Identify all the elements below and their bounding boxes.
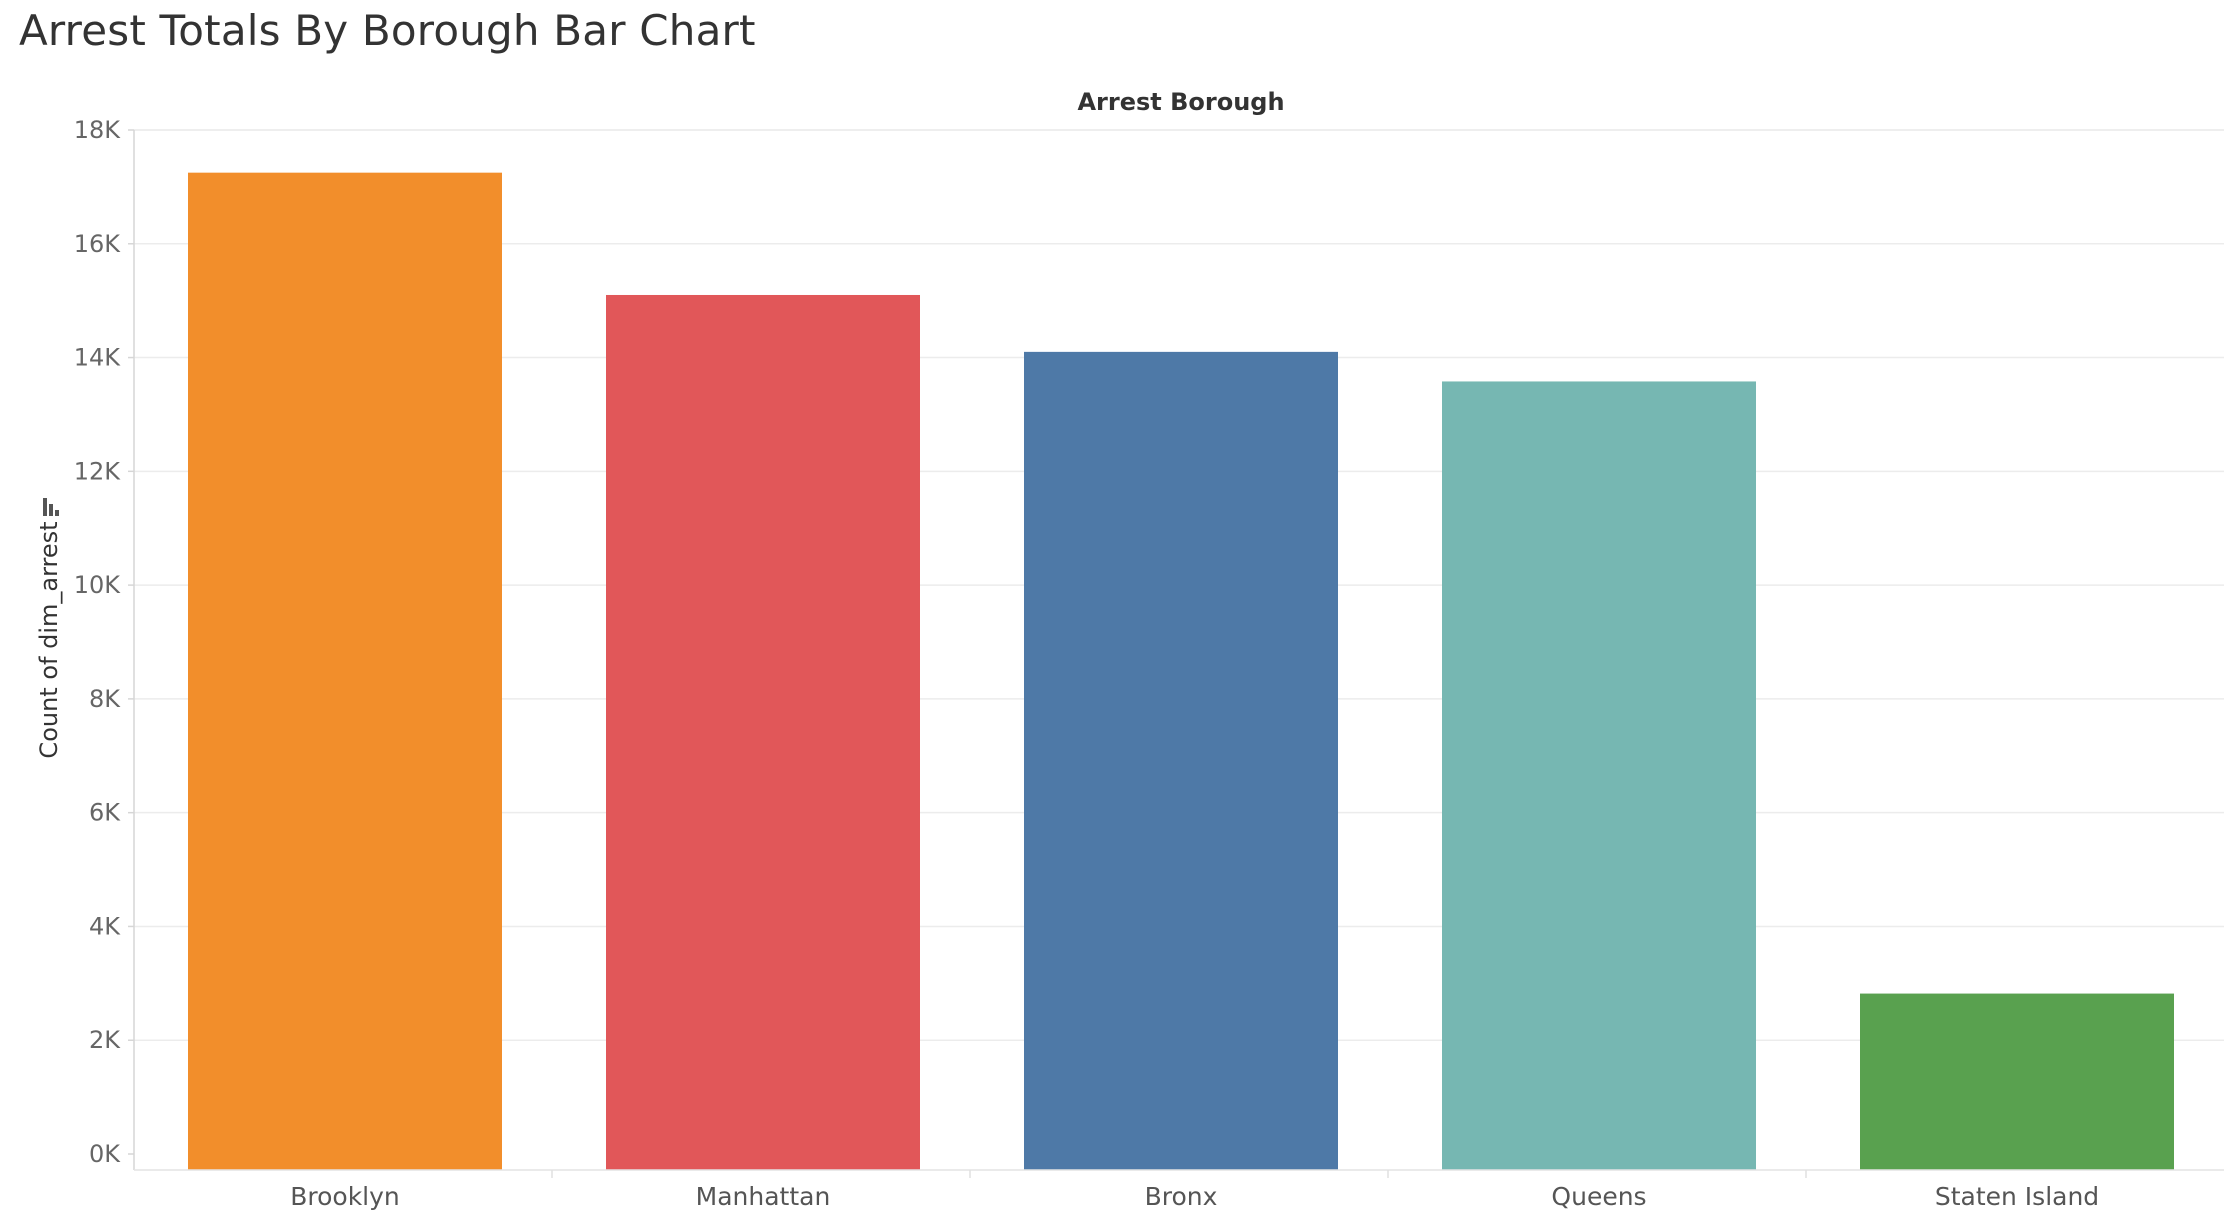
sort-icon-bar [43,498,47,516]
bar-brooklyn[interactable] [188,172,502,1170]
y-tick-label: 6K [89,799,121,827]
bar-bronx[interactable] [1024,351,1338,1170]
y-tick-label: 12K [74,457,122,485]
axes: 0K 2K 4K 6K 8K 10K 12K 14K 16K 18K Brooklyn Manhatt… [74,116,2224,1211]
page-title: Arrest Totals By Borough Bar Chart [19,6,756,55]
y-tick-label: 16K [74,230,122,258]
y-tick-label: 14K [74,344,122,372]
sort-descending-icon[interactable] [43,498,59,516]
y-axis-title-group: Count of dim_arrest [35,498,63,759]
x-tick-label: Staten Island [1935,1182,2099,1211]
bars[interactable] [188,172,2174,1171]
x-tick-label: Manhattan [696,1182,831,1211]
bar-queens[interactable] [1442,381,1756,1171]
x-tick-label: Brooklyn [290,1182,400,1211]
x-tick-label: Bronx [1145,1182,1218,1211]
x-tick-label: Queens [1551,1182,1646,1211]
y-axis-title: Count of dim_arrest [35,521,63,758]
bar-manhattan[interactable] [606,294,920,1170]
y-tick-label: 4K [89,912,121,940]
y-tick-label: 8K [89,685,121,713]
bar-staten-island[interactable] [1860,993,2174,1170]
y-tick-label: 10K [74,571,122,599]
y-tick-label: 2K [89,1026,121,1054]
y-tick-label: 0K [89,1140,121,1168]
column-header: Arrest Borough [1077,88,1284,116]
y-tick-label: 18K [74,116,122,144]
sort-icon-bar [55,510,59,516]
sort-icon-bar [49,504,53,516]
